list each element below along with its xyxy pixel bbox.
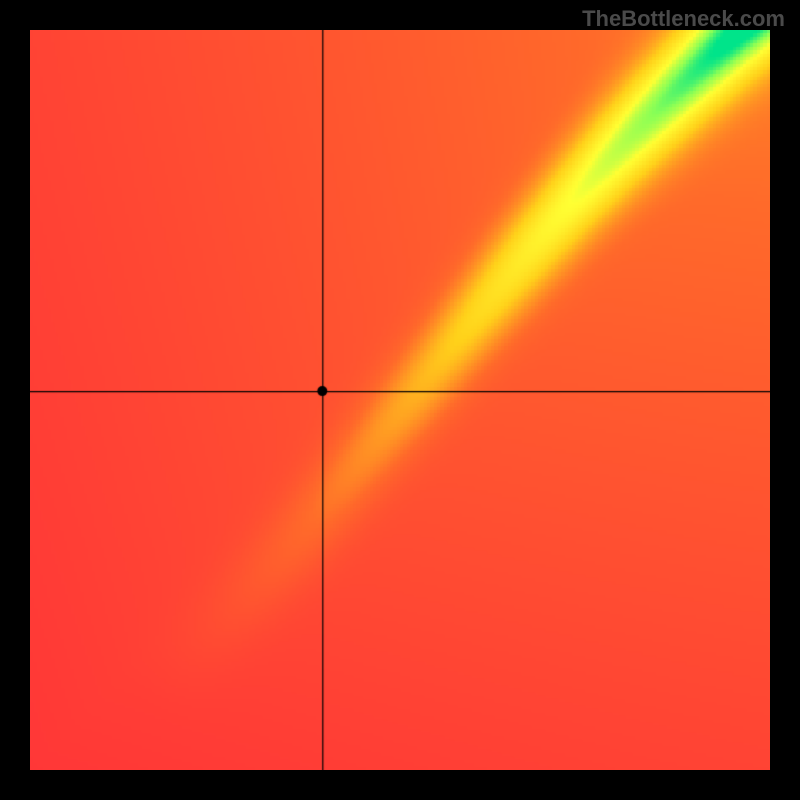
watermark-text: TheBottleneck.com — [582, 6, 785, 32]
chart-container: TheBottleneck.com — [0, 0, 800, 800]
bottleneck-heatmap — [30, 30, 770, 770]
